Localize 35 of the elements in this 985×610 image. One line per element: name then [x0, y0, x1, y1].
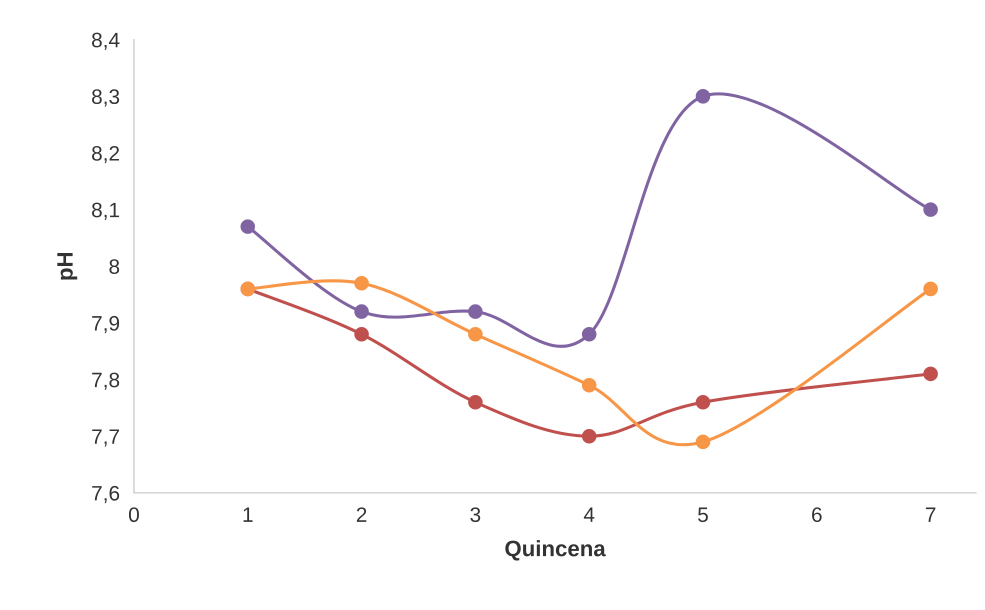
x-axis-title: Quincena [505, 540, 606, 561]
y-tick-label: 7,8 [92, 372, 120, 390]
y-tick-label: 8,4 [92, 32, 120, 50]
y-axis-title: pH [57, 252, 78, 280]
point [696, 434, 710, 450]
point [354, 276, 369, 291]
y-tick-label: 8,3 [92, 89, 120, 107]
x-tick-label: 4 [584, 508, 594, 522]
point [354, 326, 369, 342]
point [923, 202, 938, 217]
x-tick-label: 0 [128, 507, 139, 522]
x-tick-label: 7 [926, 508, 936, 522]
point [468, 326, 483, 342]
point [923, 366, 938, 382]
point [468, 304, 483, 319]
x-tick-label: 6 [812, 507, 822, 522]
point [582, 326, 596, 342]
point [696, 394, 710, 410]
y-tick-label: 8 [109, 259, 120, 274]
y-tick-label: 8,2 [92, 146, 120, 164]
point [696, 89, 710, 104]
point [582, 428, 596, 444]
x-tick-label: 2 [356, 507, 366, 522]
point [468, 394, 483, 410]
y-tick-label: 7,6 [92, 486, 120, 504]
y-tick-label: 8,1 [92, 202, 120, 220]
point [240, 219, 256, 234]
x-tick-label: 5 [698, 508, 708, 522]
x-tick-label: 1 [244, 508, 253, 522]
y-tick-label: 7,7 [92, 429, 120, 446]
point [354, 304, 369, 319]
x-tick-label: 3 [470, 507, 480, 522]
y-tick-label: 7,9 [92, 316, 120, 334]
point [582, 378, 596, 393]
point [923, 282, 938, 296]
